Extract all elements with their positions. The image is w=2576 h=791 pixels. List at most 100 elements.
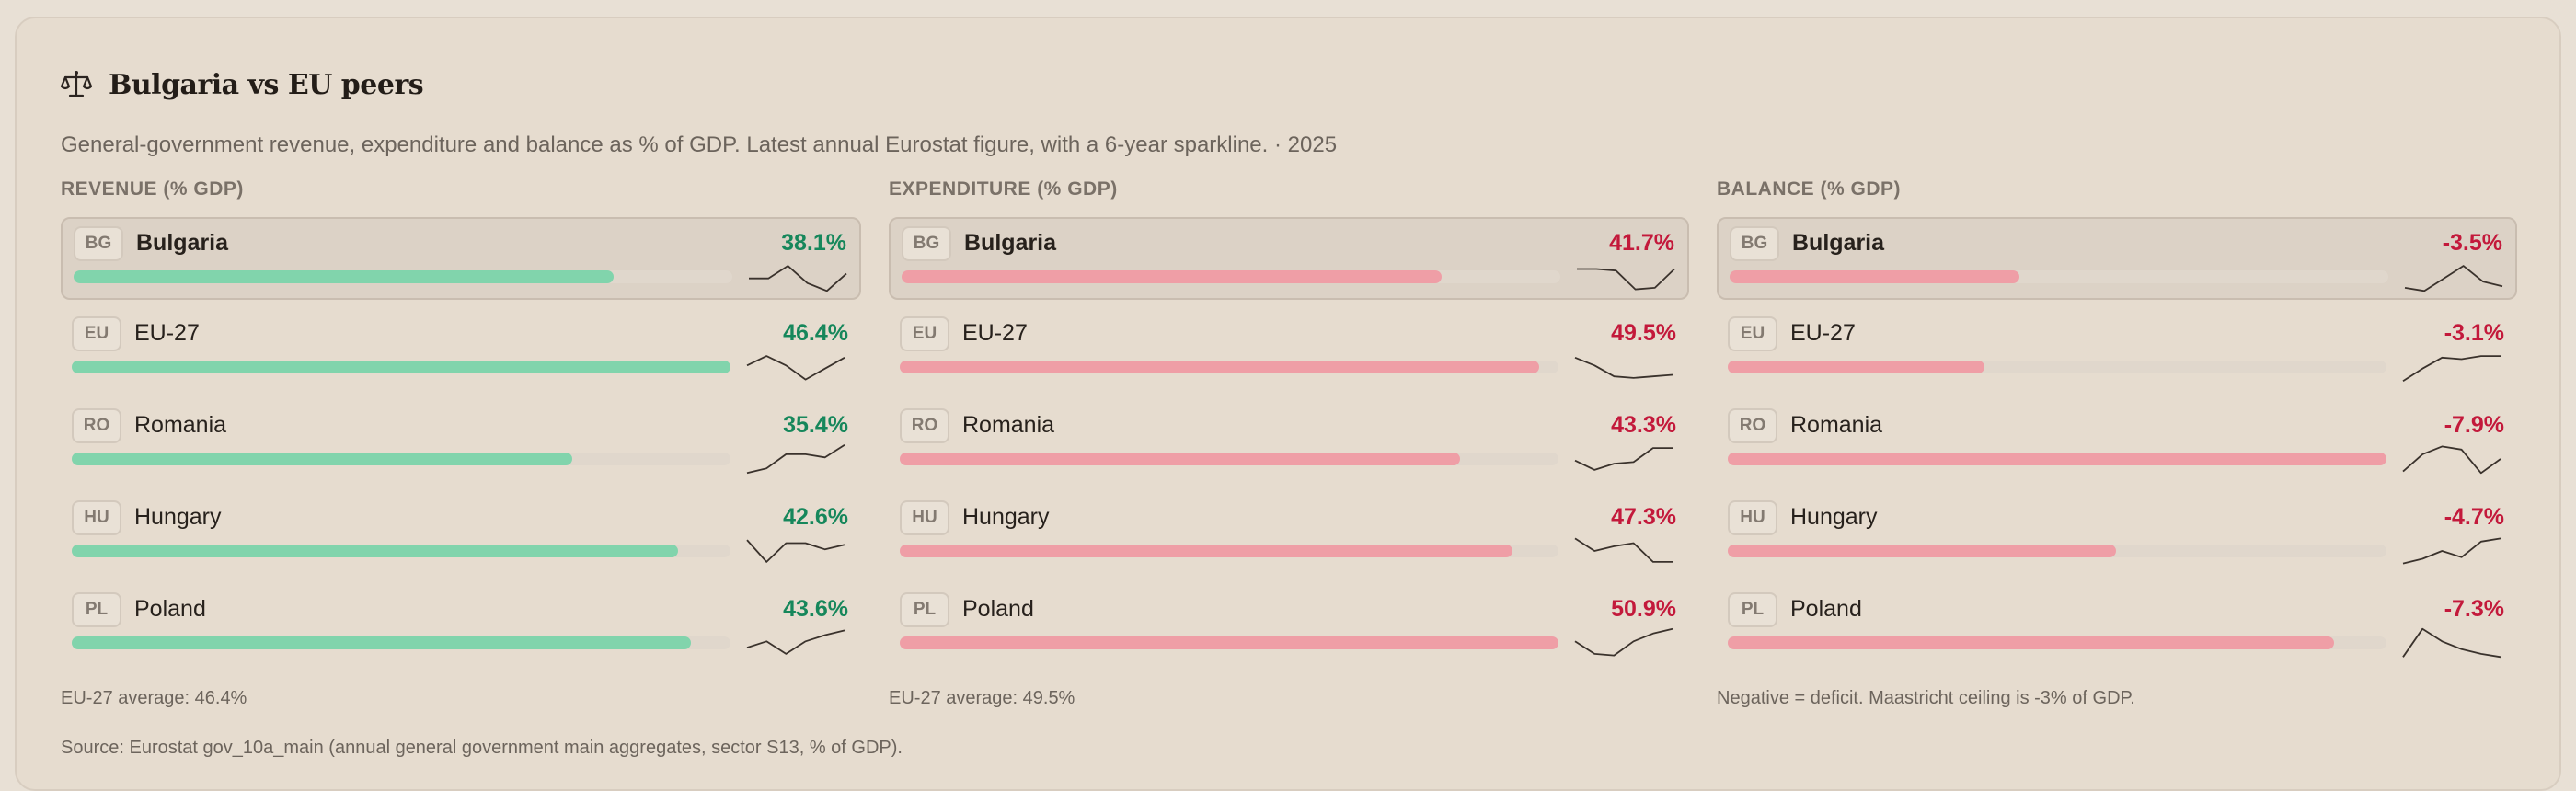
country-code-badge: PL (1728, 592, 1777, 627)
sparkline (1574, 356, 1673, 379)
country-name: Poland (962, 596, 1034, 622)
sparkline (749, 265, 847, 292)
sparkline (746, 355, 845, 381)
panel-heading: BALANCE (% GDP) (1717, 178, 1901, 200)
sparkline (1574, 627, 1673, 657)
scales-icon (61, 68, 94, 101)
country-name: Romania (134, 412, 227, 438)
country-row-pl[interactable]: PL Poland -7.3% (1717, 585, 2517, 668)
bar-fill (72, 453, 573, 465)
country-code-badge: BG (74, 226, 123, 261)
bar-track (900, 636, 1558, 649)
sparkline-path (2402, 355, 2501, 383)
metric-value: -7.3% (2444, 596, 2504, 622)
expenditure-footnote: EU-27 average: 49.5% (889, 688, 1075, 708)
bar-track (72, 636, 730, 649)
sparkline-path (1574, 537, 1673, 563)
country-name: EU-27 (134, 320, 200, 346)
comparison-card: Bulgaria vs EU peers General-government … (15, 17, 2561, 791)
sparkline-path (1577, 268, 1675, 291)
sparkline-path (2402, 537, 2501, 565)
sparkline (1574, 537, 1673, 563)
country-row-hu[interactable]: HU Hungary 47.3% (889, 493, 1689, 576)
country-name: Bulgaria (136, 230, 229, 256)
bar-fill (1728, 636, 2334, 649)
country-row-pl[interactable]: PL Poland 43.6% (61, 585, 861, 668)
header: Bulgaria vs EU peers (61, 66, 424, 103)
country-code-badge: BG (1730, 226, 1779, 261)
country-code-badge: BG (902, 226, 951, 261)
metric-value: 35.4% (783, 412, 848, 438)
country-row-eu[interactable]: EU EU-27 -3.1% (1717, 309, 2517, 392)
country-code-badge: RO (72, 408, 121, 443)
metric-value: 42.6% (783, 504, 848, 530)
bar-fill (72, 636, 692, 649)
country-name: Hungary (962, 504, 1050, 530)
sparkline (746, 539, 845, 563)
country-row-bg[interactable]: BG Bulgaria 38.1% (61, 217, 861, 300)
bar-track (900, 545, 1558, 557)
bar-track (72, 361, 730, 373)
sparkline (2402, 537, 2501, 565)
sparkline (2402, 445, 2501, 475)
country-row-ro[interactable]: RO Romania 43.3% (889, 401, 1689, 484)
page-title: Bulgaria vs EU peers (109, 68, 424, 101)
sparkline (2402, 627, 2501, 659)
bar-fill (1730, 270, 2020, 283)
sparkline (2404, 265, 2503, 292)
sparkline-path (1574, 627, 1673, 657)
metric-value: 38.1% (781, 230, 846, 256)
metric-value: 43.3% (1611, 412, 1676, 438)
country-row-ro[interactable]: RO Romania 35.4% (61, 401, 861, 484)
revenue-panel: REVENUE (% GDP) BG Bulgaria 38.1% EU EU-… (61, 178, 861, 677)
metric-value: -4.7% (2444, 504, 2504, 530)
revenue-footnote: EU-27 average: 46.4% (61, 688, 247, 708)
country-row-bg[interactable]: BG Bulgaria -3.5% (1717, 217, 2517, 300)
country-code-badge: PL (900, 592, 949, 627)
balance-footnote: Negative = deficit. Maastricht ceiling i… (1717, 688, 2135, 708)
sparkline-path (1574, 447, 1673, 471)
country-code-badge: HU (72, 500, 121, 535)
bar-fill (1728, 361, 1985, 373)
country-row-hu[interactable]: HU Hungary -4.7% (1717, 493, 2517, 576)
metric-value: 46.4% (783, 320, 848, 346)
bar-track (1728, 453, 2386, 465)
bar-track (1728, 545, 2386, 557)
sparkline (746, 629, 845, 655)
metric-value: -3.5% (2442, 230, 2502, 256)
country-row-bg[interactable]: BG Bulgaria 41.7% (889, 217, 1689, 300)
sparkline-path (749, 265, 847, 292)
country-name: Poland (1790, 596, 1862, 622)
page-subtitle: General-government revenue, expenditure … (61, 132, 1338, 157)
bar-track (900, 361, 1558, 373)
bar-fill (900, 361, 1539, 373)
bar-track (902, 270, 1560, 283)
bar-fill (1728, 453, 2386, 465)
country-row-ro[interactable]: RO Romania -7.9% (1717, 401, 2517, 484)
sparkline (2402, 355, 2501, 383)
bar-fill (1728, 545, 2117, 557)
bar-fill (900, 453, 1460, 465)
country-row-pl[interactable]: PL Poland 50.9% (889, 585, 1689, 668)
metric-value: 50.9% (1611, 596, 1676, 622)
source-note: Source: Eurostat gov_10a_main (annual ge… (61, 738, 903, 758)
panel-heading: REVENUE (% GDP) (61, 178, 244, 200)
bar-track (1728, 636, 2386, 649)
sparkline-path (746, 443, 845, 475)
country-row-hu[interactable]: HU Hungary 42.6% (61, 493, 861, 576)
bar-track (900, 453, 1558, 465)
balance-panel: BALANCE (% GDP) BG Bulgaria -3.5% EU EU-… (1717, 178, 2517, 677)
expenditure-panel: EXPENDITURE (% GDP) BG Bulgaria 41.7% EU… (889, 178, 1689, 677)
sparkline-path (2402, 627, 2501, 659)
country-code-badge: HU (900, 500, 949, 535)
country-name: EU-27 (962, 320, 1028, 346)
bar-fill (72, 361, 730, 373)
country-name: Hungary (1790, 504, 1878, 530)
country-code-badge: RO (900, 408, 949, 443)
sparkline-path (1574, 356, 1673, 379)
country-name: Bulgaria (1792, 230, 1885, 256)
country-code-badge: EU (72, 316, 121, 351)
bar-fill (900, 545, 1512, 557)
country-row-eu[interactable]: EU EU-27 46.4% (61, 309, 861, 392)
country-row-eu[interactable]: EU EU-27 49.5% (889, 309, 1689, 392)
